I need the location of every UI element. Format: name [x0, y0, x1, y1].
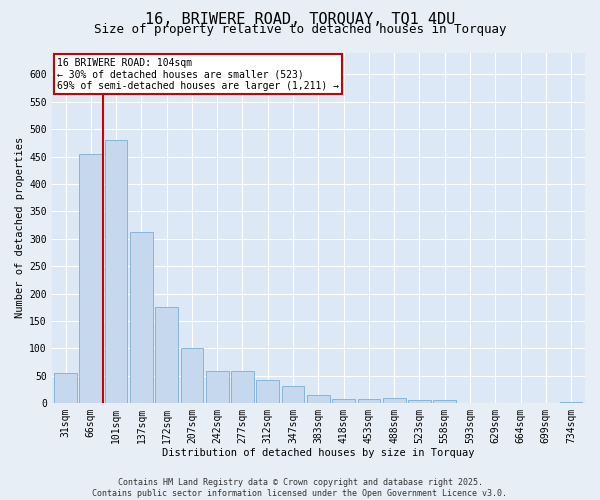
- Bar: [408, 400, 431, 403]
- Bar: [181, 348, 203, 403]
- Text: 16, BRIWERE ROAD, TORQUAY, TQ1 4DU: 16, BRIWERE ROAD, TORQUAY, TQ1 4DU: [145, 12, 455, 28]
- X-axis label: Distribution of detached houses by size in Torquay: Distribution of detached houses by size …: [162, 448, 475, 458]
- Bar: [383, 398, 406, 403]
- Y-axis label: Number of detached properties: Number of detached properties: [15, 137, 25, 318]
- Bar: [155, 308, 178, 403]
- Bar: [54, 373, 77, 403]
- Bar: [358, 399, 380, 403]
- Bar: [256, 380, 279, 403]
- Bar: [281, 386, 304, 403]
- Text: Size of property relative to detached houses in Torquay: Size of property relative to detached ho…: [94, 24, 506, 36]
- Bar: [433, 400, 456, 403]
- Bar: [484, 402, 506, 403]
- Bar: [130, 232, 153, 403]
- Text: Contains HM Land Registry data © Crown copyright and database right 2025.
Contai: Contains HM Land Registry data © Crown c…: [92, 478, 508, 498]
- Text: 16 BRIWERE ROAD: 104sqm
← 30% of detached houses are smaller (523)
69% of semi-d: 16 BRIWERE ROAD: 104sqm ← 30% of detache…: [57, 58, 339, 91]
- Bar: [206, 372, 229, 403]
- Bar: [231, 372, 254, 403]
- Bar: [332, 399, 355, 403]
- Bar: [79, 154, 102, 403]
- Bar: [307, 395, 330, 403]
- Bar: [105, 140, 127, 403]
- Bar: [560, 402, 583, 403]
